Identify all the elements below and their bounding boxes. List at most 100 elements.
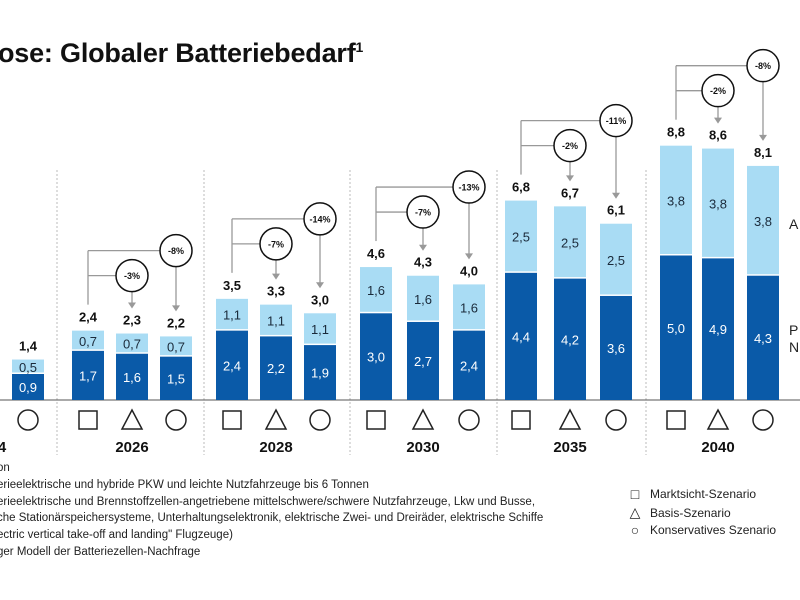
legend-label: Marktsicht-Szenario bbox=[650, 487, 757, 501]
bar-segment-light bbox=[660, 145, 692, 254]
bar-segment-light bbox=[116, 333, 148, 353]
arrow-head-icon bbox=[128, 302, 136, 309]
bar-segment-dark bbox=[554, 278, 586, 400]
data-label-dark: 4,3 bbox=[754, 331, 772, 346]
triangle-icon bbox=[264, 408, 288, 430]
year-label: 2028 bbox=[259, 439, 292, 456]
data-label-light: 1,1 bbox=[311, 322, 329, 337]
square-icon bbox=[666, 410, 686, 430]
total-label: 8,8 bbox=[667, 125, 685, 140]
percent-badge bbox=[599, 103, 633, 138]
total-label: 8,6 bbox=[709, 128, 727, 143]
bar-segment-dark bbox=[360, 313, 392, 400]
bar-segment-dark bbox=[407, 321, 439, 400]
bar-segment-light bbox=[747, 165, 779, 275]
data-label-dark: 1,5 bbox=[167, 371, 185, 386]
triangle-icon bbox=[558, 408, 582, 430]
side-label-dark-2: N bbox=[789, 339, 800, 355]
arrow-head-icon bbox=[759, 134, 767, 141]
bar-segment-light bbox=[600, 223, 632, 295]
bar-segment-dark bbox=[12, 373, 44, 400]
total-label: 2,3 bbox=[123, 313, 141, 328]
bar-segment-light bbox=[160, 336, 192, 356]
bar-segment-light bbox=[407, 275, 439, 321]
data-label-dark: 4,4 bbox=[512, 329, 530, 344]
data-label-light: 2,5 bbox=[512, 230, 530, 245]
data-label-dark: 3,0 bbox=[367, 350, 385, 365]
bar-segment-light bbox=[554, 206, 586, 278]
data-label-light: 2,5 bbox=[607, 253, 625, 268]
square-icon bbox=[366, 410, 386, 430]
total-label: 8,1 bbox=[754, 145, 772, 160]
bar-segment-dark bbox=[160, 356, 192, 400]
footnote: ectric vertical take-off and landing" Fl… bbox=[0, 529, 233, 541]
total-label: 4,3 bbox=[414, 255, 432, 270]
arrow-head-icon bbox=[272, 273, 280, 280]
arrow-head-icon bbox=[316, 282, 324, 289]
data-label-dark: 2,4 bbox=[223, 358, 241, 373]
triangle-icon bbox=[411, 408, 435, 430]
bar-segment-light bbox=[505, 200, 537, 272]
bar-segment-dark bbox=[216, 330, 248, 400]
percent-label: -3% bbox=[124, 271, 140, 281]
data-label-light: 1,1 bbox=[223, 308, 241, 323]
bar-segment-light bbox=[216, 298, 248, 330]
circle-icon bbox=[165, 409, 187, 431]
arrow-head-icon bbox=[172, 305, 180, 312]
percent-label: -2% bbox=[710, 86, 726, 96]
total-label: 4,6 bbox=[367, 246, 385, 261]
year-label: 2030 bbox=[406, 439, 439, 456]
data-label-light: 2,5 bbox=[561, 235, 579, 250]
data-label-light: 0,7 bbox=[167, 340, 185, 355]
percent-badge bbox=[452, 170, 486, 204]
total-label: 2,2 bbox=[167, 315, 185, 330]
total-label: 3,3 bbox=[267, 284, 285, 299]
percent-label: -7% bbox=[268, 239, 284, 249]
percent-badge bbox=[303, 202, 337, 236]
percent-label: -13% bbox=[458, 183, 479, 193]
square-icon bbox=[511, 410, 531, 430]
square-icon bbox=[78, 410, 98, 430]
legend-label: Basis-Szenario bbox=[650, 505, 731, 520]
bar-segment-light bbox=[260, 304, 292, 335]
bar-segment-light bbox=[304, 313, 336, 344]
data-label-light: 0,5 bbox=[19, 360, 37, 375]
percent-badge bbox=[701, 73, 735, 108]
bar-segment-dark bbox=[260, 336, 292, 400]
data-label-light: 0,7 bbox=[123, 337, 141, 352]
total-label: 4,0 bbox=[460, 263, 478, 278]
data-label-dark: 4,9 bbox=[709, 322, 727, 337]
legend-item-konservativ: ○ Konservatives Szenario bbox=[628, 522, 776, 538]
footnote: erieelektrische und hybride PKW und leic… bbox=[0, 479, 369, 491]
footnote: che Stationärspeichersysteme, Unterhaltu… bbox=[0, 512, 544, 524]
percent-badge bbox=[746, 48, 780, 83]
year-label: 2026 bbox=[115, 439, 148, 456]
data-label-dark: 5,0 bbox=[667, 321, 685, 336]
bar-segment-dark bbox=[116, 353, 148, 400]
total-label: 1,4 bbox=[19, 339, 38, 354]
arrow-head-icon bbox=[612, 192, 620, 199]
bar-segment-light bbox=[72, 330, 104, 350]
square-icon bbox=[222, 410, 242, 430]
bar-segment-light bbox=[702, 148, 734, 257]
legend-label: Konservatives Szenario bbox=[650, 523, 777, 537]
square-icon: □ bbox=[630, 486, 640, 502]
year-label: 2040 bbox=[701, 439, 734, 456]
year-label: 2035 bbox=[553, 439, 586, 456]
bar-segment-dark bbox=[304, 345, 336, 400]
title-footnote-mark: 1 bbox=[355, 39, 364, 55]
data-label-light: 1,1 bbox=[267, 314, 285, 329]
title-text: ose: Globaler Batteriebedarf bbox=[0, 38, 356, 68]
data-label-light: 1,6 bbox=[460, 301, 478, 316]
footnote: on bbox=[0, 462, 10, 474]
bar-segment-dark bbox=[505, 272, 537, 400]
data-label-dark: 4,2 bbox=[561, 332, 579, 347]
data-label-light: 1,6 bbox=[414, 292, 432, 307]
side-label-light: A bbox=[789, 216, 799, 232]
bar-segment-dark bbox=[453, 330, 485, 400]
percent-label: -14% bbox=[309, 214, 330, 224]
circle-icon bbox=[752, 409, 774, 431]
percent-badge bbox=[115, 258, 149, 293]
legend-item-basis: △ Basis-Szenario bbox=[628, 504, 731, 521]
